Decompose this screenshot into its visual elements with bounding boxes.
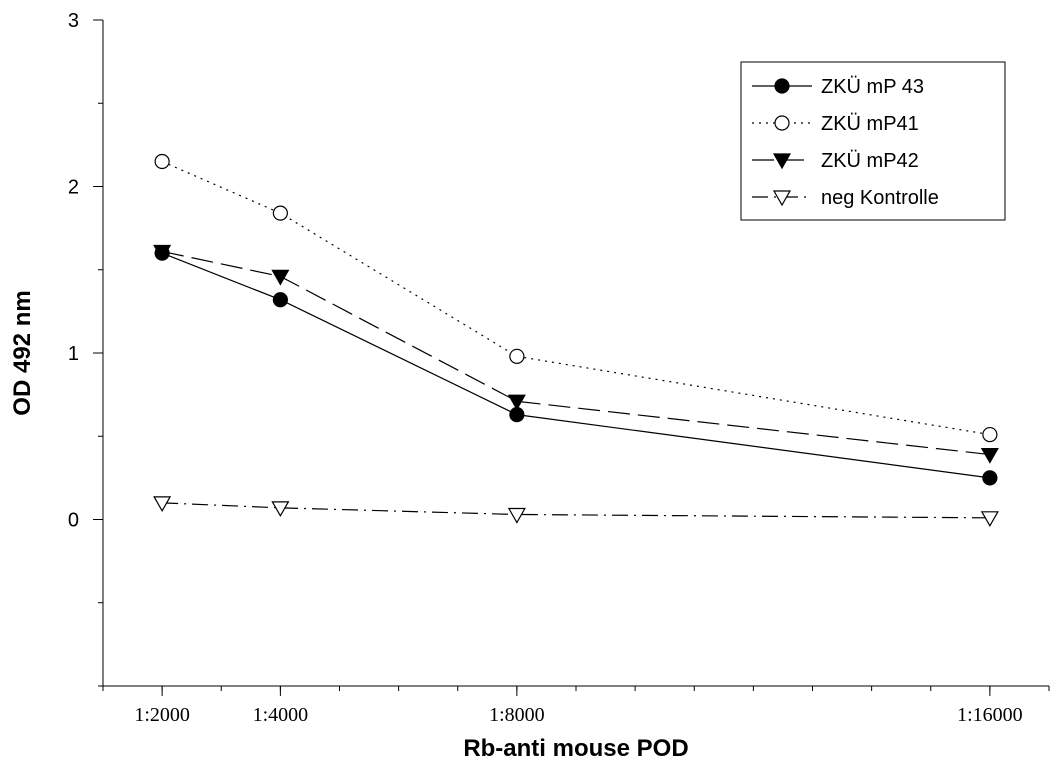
data-point (509, 348, 525, 364)
legend-entry: neg Kontrolle (752, 187, 939, 209)
series (153, 496, 999, 528)
x-axis-title: Rb-anti mouse POD (463, 735, 688, 762)
data-point (271, 269, 290, 286)
legend-entry: ZKÜ mP 43 (752, 76, 924, 98)
data-point (271, 501, 290, 518)
data-point (154, 153, 170, 170)
y-tick-label: 0 (68, 510, 79, 532)
legend: ZKÜ mP 43 ZKÜ mP41 ZKÜ mP42 neg Kontrolle (740, 61, 1006, 221)
legend-label: ZKÜ mP42 (821, 150, 919, 172)
legend-entry: ZKÜ mP41 (752, 113, 919, 135)
data-point (982, 470, 998, 486)
series-line (161, 252, 990, 479)
x-tick-label: 1:2000 (134, 704, 190, 726)
legend-label: neg Kontrolle (821, 187, 939, 209)
y-tick-label: 2 (68, 177, 79, 199)
y-tick-label: 1 (68, 343, 79, 365)
data-point (980, 511, 999, 528)
data-point (507, 507, 526, 524)
legend-label: ZKÜ mP41 (821, 113, 919, 135)
y-tick-label: 3 (68, 10, 79, 32)
data-point (982, 426, 998, 443)
x-tick-label: 1:8000 (489, 704, 545, 726)
x-tick-label: 1:16000 (957, 704, 1023, 726)
series (154, 153, 998, 443)
data-point (772, 190, 792, 207)
data-point (774, 78, 790, 94)
axes: 0 1 2 3 1:2000 1:4000 1:8000 1:16000 (68, 10, 1050, 726)
data-point (507, 394, 526, 411)
series-layer (153, 153, 999, 528)
x-tick-label: 1:4000 (253, 704, 309, 726)
data-point (153, 244, 172, 261)
data-point (153, 496, 172, 513)
legend-entry: ZKÜ mP42 (752, 150, 919, 172)
data-point (772, 153, 792, 170)
data-point (774, 115, 790, 131)
data-point (980, 447, 999, 464)
legend-label: ZKÜ mP 43 (821, 76, 924, 98)
series-line (161, 160, 990, 436)
series-line (162, 250, 990, 456)
data-point (272, 292, 288, 308)
y-axis-title: OD 492 nm (9, 290, 36, 415)
data-point (272, 205, 288, 221)
series (153, 244, 999, 464)
